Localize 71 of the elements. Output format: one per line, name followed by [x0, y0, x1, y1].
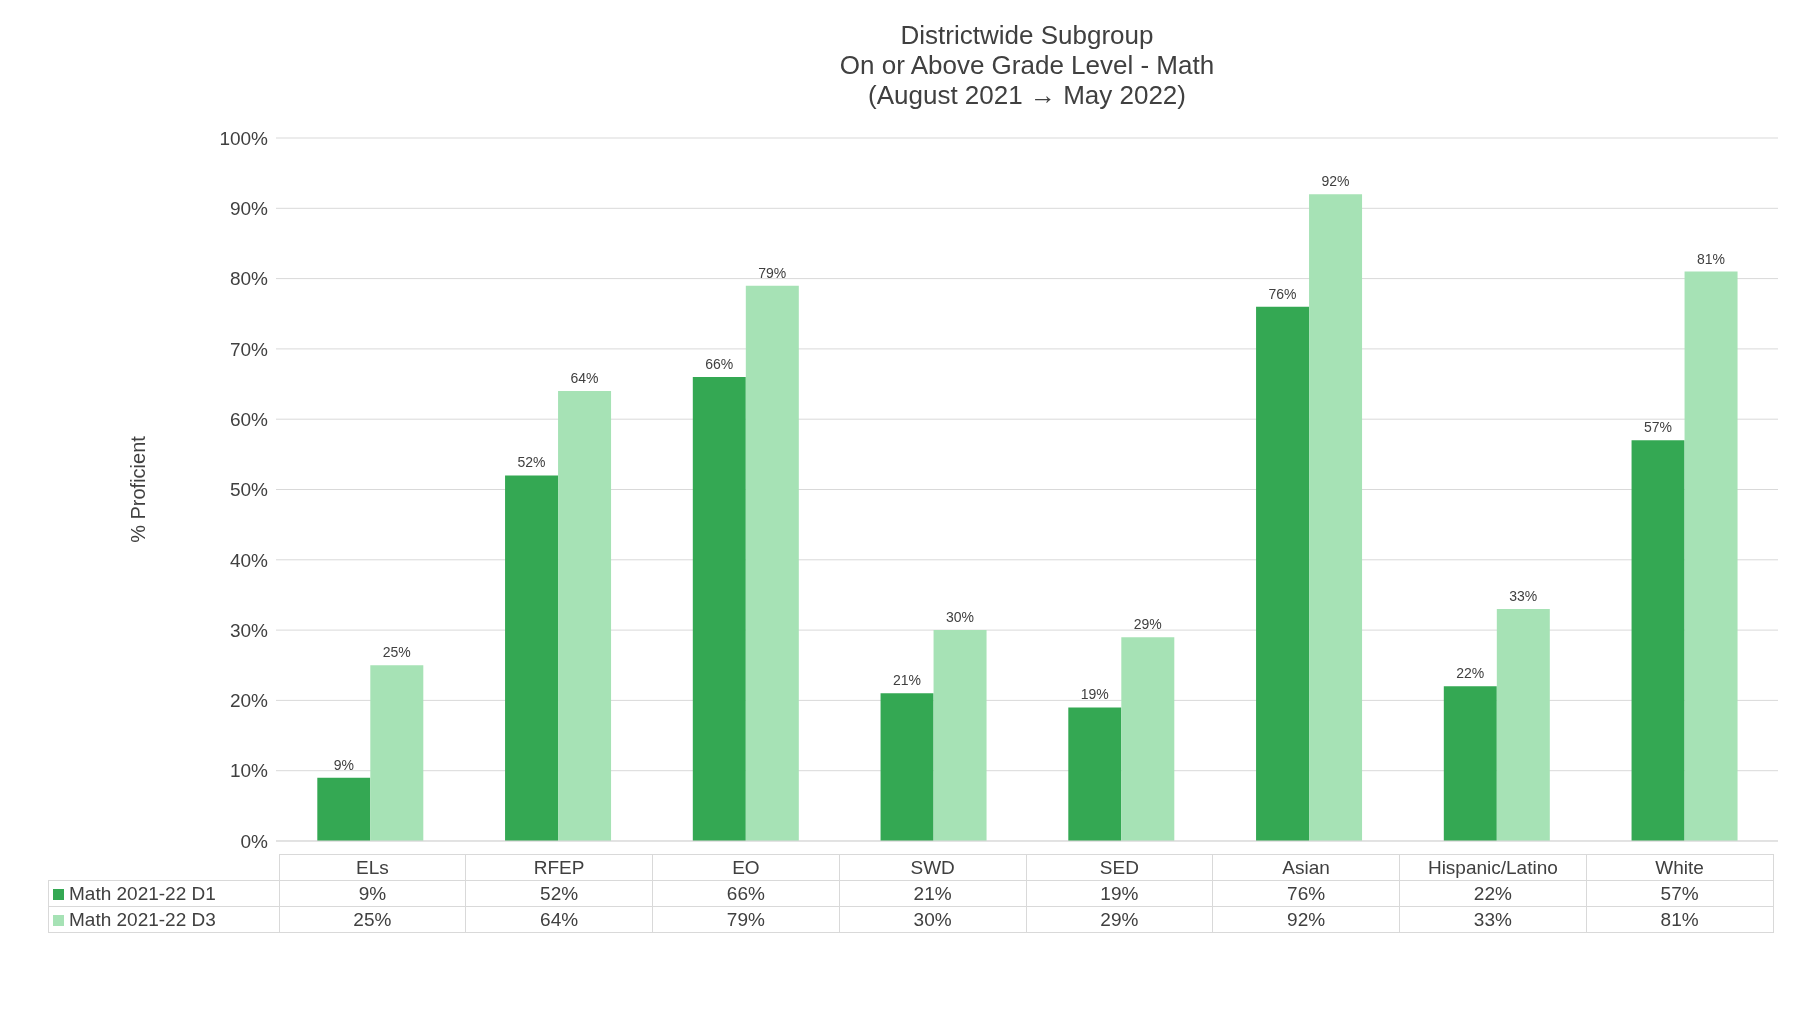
- bar: [1443, 686, 1497, 841]
- bar: [505, 475, 559, 841]
- y-tick-label: 40%: [229, 549, 269, 571]
- bar: [933, 630, 987, 841]
- data-label: 81%: [1586, 906, 1773, 933]
- x-tick-label: EO: [652, 854, 840, 881]
- text: 52%: [517, 454, 546, 471]
- y-tick-label: 10%: [229, 760, 269, 782]
- text: 64%: [570, 370, 599, 387]
- text: 19%: [1080, 686, 1109, 703]
- bar: [1496, 609, 1550, 841]
- y-tick-label: 50%: [229, 479, 269, 501]
- bar: [1121, 637, 1175, 841]
- data-label: 30%: [839, 906, 1026, 933]
- text: 79%: [758, 264, 787, 281]
- y-tick-label: 80%: [229, 268, 269, 290]
- data-label: 33%: [1399, 906, 1587, 933]
- text: 22%: [1456, 665, 1485, 682]
- data-label: 9%: [279, 880, 466, 907]
- bar: [1684, 271, 1738, 841]
- text: 76%: [1268, 285, 1297, 302]
- data-label: 52%: [465, 880, 653, 907]
- bar: [880, 693, 934, 841]
- text: 57%: [1644, 419, 1673, 436]
- data-label: 19%: [1026, 880, 1213, 907]
- bar: [558, 391, 612, 841]
- text: 25%: [382, 644, 411, 661]
- y-axis-title: % Proficient: [127, 435, 150, 543]
- x-tick-label: SWD: [839, 854, 1026, 881]
- data-label: 64%: [465, 906, 653, 933]
- chart-title: Districtwide Subgroup On or Above Grade Level - Math (August 2021 → May 2022): [838, 20, 1216, 110]
- text: 21%: [893, 672, 922, 689]
- text: 81%: [1697, 250, 1726, 267]
- data-label: 92%: [1212, 906, 1400, 933]
- y-tick-label: 0%: [240, 830, 269, 852]
- bar: [745, 285, 799, 841]
- data-label: 57%: [1586, 880, 1773, 907]
- y-tick-label: 30%: [229, 619, 269, 641]
- bar: [1068, 707, 1122, 841]
- x-tick-label: Hispanic/Latino: [1399, 854, 1587, 881]
- data-label: 66%: [652, 880, 840, 907]
- data-label: 25%: [279, 906, 466, 933]
- data-label: 76%: [1212, 880, 1400, 907]
- bar: [1256, 306, 1310, 841]
- x-tick-label: SED: [1026, 854, 1213, 881]
- bar: [692, 377, 746, 841]
- y-tick-label: 90%: [229, 198, 269, 220]
- text: 9%: [333, 756, 354, 773]
- text: 33%: [1509, 588, 1538, 605]
- bar: [1309, 194, 1363, 841]
- data-label: 21%: [839, 880, 1026, 907]
- data-label: 22%: [1399, 880, 1587, 907]
- y-tick-label: 20%: [229, 690, 269, 712]
- data-label: 29%: [1026, 906, 1213, 933]
- text: 92%: [1321, 173, 1350, 190]
- x-tick-label: White: [1586, 854, 1773, 881]
- y-tick-label: 60%: [229, 408, 269, 430]
- legend-label: Math 2021-22 D1: [48, 880, 279, 907]
- text: 29%: [1133, 616, 1162, 633]
- legend-label: Math 2021-22 D3: [48, 906, 279, 933]
- bar: [370, 665, 424, 841]
- bar: [317, 777, 371, 841]
- text: 66%: [705, 356, 734, 373]
- x-tick-label: Asian: [1212, 854, 1400, 881]
- bar: [1631, 440, 1685, 841]
- x-tick-label: RFEP: [465, 854, 653, 881]
- x-tick-label: ELs: [279, 854, 466, 881]
- y-tick-label: 100%: [219, 127, 269, 149]
- text: 30%: [946, 609, 975, 626]
- data-label: 79%: [652, 906, 840, 933]
- y-tick-label: 70%: [229, 338, 269, 360]
